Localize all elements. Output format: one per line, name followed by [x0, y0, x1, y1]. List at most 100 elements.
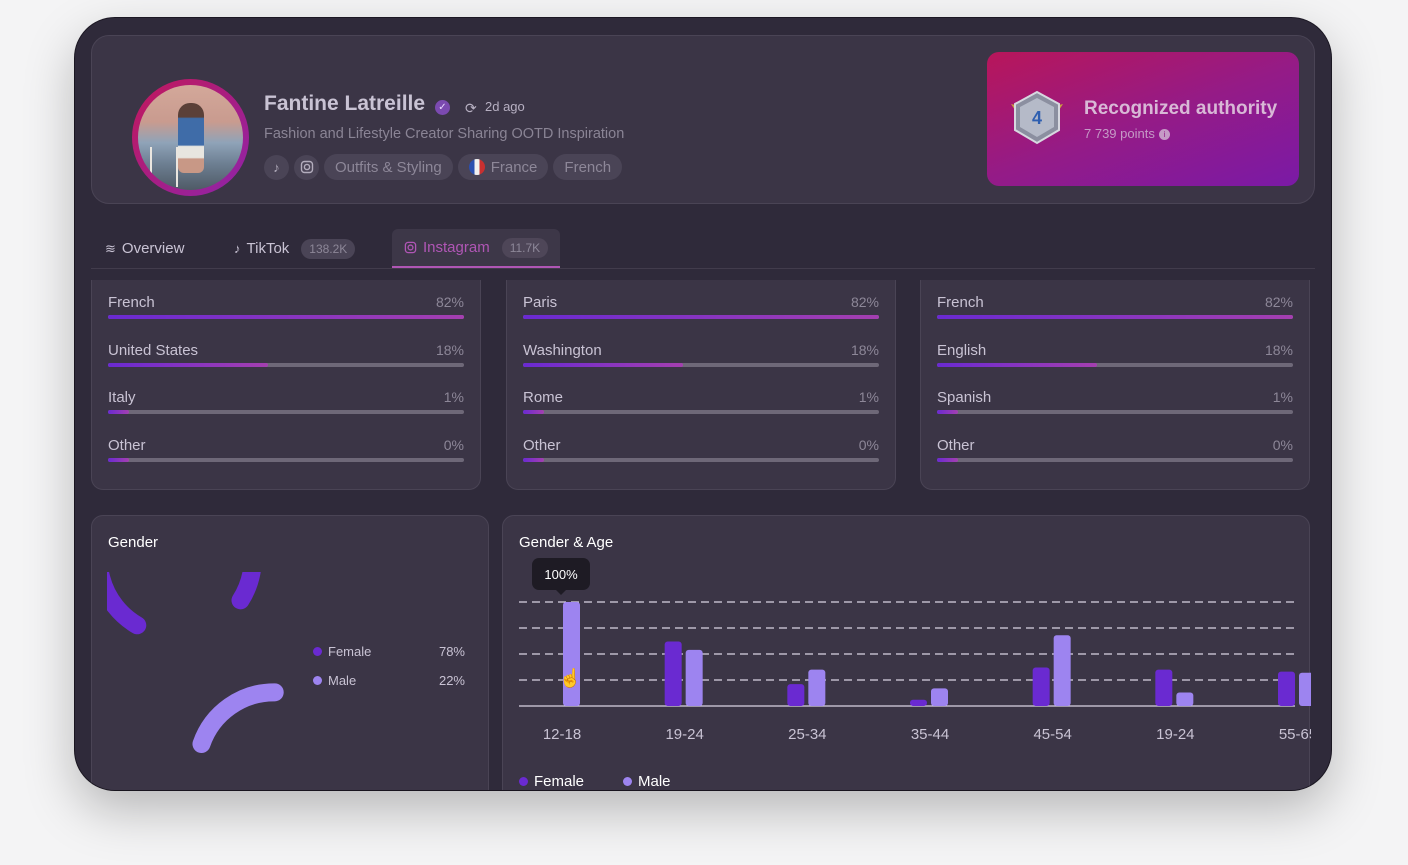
cities-progress-fill: [523, 315, 879, 319]
legend-female: Female 78%: [313, 644, 465, 659]
x-tick-label: 45-54: [1033, 726, 1071, 743]
bar-female-19-24[interactable]: [664, 641, 682, 706]
cities-progress-bar: [523, 410, 879, 414]
instagram-icon[interactable]: [294, 154, 319, 180]
cities-row: Washington 18%: [523, 342, 879, 384]
bar-female-45-54[interactable]: [1032, 667, 1050, 706]
cities-label: Paris: [523, 294, 558, 311]
cities-card: Paris 82% Washington 18% Rome 1% Other 0%: [506, 280, 896, 490]
language-chip[interactable]: French: [553, 154, 623, 180]
bar-male-45-54[interactable]: [1053, 635, 1071, 706]
languages-value: 82%: [1264, 294, 1293, 310]
cities-row: Rome 1%: [523, 389, 879, 431]
gender-age-bar-chart: 12-18 19-24 25-34 35-44 45-54 19-24 55-65: [519, 601, 1311, 743]
countries-progress-bar: [108, 362, 464, 367]
tiktok-icon[interactable]: ♪: [264, 154, 289, 180]
x-tick-label: 35-44: [911, 726, 949, 743]
legend-female-label: Female: [328, 644, 372, 659]
languages-progress-bar: [937, 362, 1293, 367]
platform-tabs: ≋ Overview ♪ TikTok 138.2K Instagram 11.…: [91, 229, 1315, 269]
languages-progress-fill: [937, 315, 1293, 319]
tab-instagram-count: 11.7K: [501, 237, 549, 258]
tab-tiktok[interactable]: ♪ TikTok 138.2K: [234, 229, 356, 268]
info-icon[interactable]: i: [1158, 129, 1170, 141]
countries-value: 82%: [435, 294, 464, 310]
authority-title: Recognized authority: [1084, 98, 1278, 119]
bar-female-19-24[interactable]: [1155, 669, 1173, 706]
languages-label: Spanish: [937, 389, 992, 406]
gender-title: Gender: [108, 534, 159, 551]
bar-male-25-34[interactable]: [808, 669, 826, 706]
countries-progress-bar: [108, 410, 464, 414]
app-window: Fantine Latreille ✓ ⟳ 2d ago Fashion and…: [75, 18, 1331, 790]
countries-row: Italy 1%: [108, 389, 464, 431]
cities-row: Other 0%: [523, 437, 879, 479]
countries-value: 1%: [443, 389, 464, 405]
languages-value: 1%: [1272, 389, 1293, 405]
female-dot-icon: [313, 647, 322, 656]
cities-label: Washington: [523, 341, 602, 359]
person-figure: [178, 103, 204, 173]
male-dot-icon: [313, 676, 322, 685]
languages-value: 0%: [1272, 436, 1293, 453]
gender-donut-chart: [107, 572, 284, 753]
countries-value: 0%: [443, 436, 464, 453]
tab-overview[interactable]: ≋ Overview: [105, 229, 184, 268]
avatar-photo: [138, 85, 243, 190]
donut-slice-female[interactable]: [107, 572, 261, 635]
bar-male-12-18[interactable]: [563, 602, 580, 706]
x-tick-label: 25-34: [788, 726, 826, 743]
france-flag-icon: [468, 159, 485, 175]
languages-progress-bar: [937, 457, 1293, 462]
x-tick-label: 12-18: [543, 726, 581, 743]
languages-label: Other: [937, 436, 975, 454]
category-label: Outfits & Styling: [335, 158, 442, 176]
languages-card: French 82% English 18% Spanish 1% Other 0%: [920, 280, 1310, 490]
cities-value: 82%: [850, 294, 879, 310]
cities-row: Paris 82%: [523, 294, 879, 336]
tab-tiktok-count: 138.2K: [301, 238, 356, 259]
bar-female-35-44[interactable]: [910, 699, 927, 706]
avatar[interactable]: [132, 79, 249, 196]
cities-value: 1%: [858, 389, 879, 405]
countries-label: Other: [108, 436, 146, 454]
cities-value: 18%: [850, 341, 879, 358]
cities-progress-bar: [523, 362, 879, 367]
profile-tags: ♪ Outfits & Styling France French: [264, 154, 623, 180]
gender-age-title: Gender & Age: [519, 534, 614, 551]
pointer-cursor-icon: ☝: [559, 668, 582, 688]
languages-label: French: [937, 294, 984, 311]
countries-card: French 82% United States 18% Italy 1% Other 0%: [91, 280, 481, 490]
countries-row: United States 18%: [108, 342, 464, 384]
bar-male-35-44[interactable]: [931, 688, 948, 706]
authority-card[interactable]: 4 Recognized authority 7 739 points i: [987, 52, 1299, 186]
tab-instagram[interactable]: Instagram 11.7K: [392, 229, 561, 268]
legend-female-bars: Female: [519, 773, 584, 790]
refresh-icon[interactable]: ⟳: [465, 100, 477, 116]
languages-progress-bar: [937, 315, 1293, 319]
languages-progress-fill: [937, 362, 1098, 367]
country-chip[interactable]: France: [457, 154, 549, 180]
bar-male-55-65[interactable]: [1299, 672, 1311, 706]
category-chip[interactable]: Outfits & Styling: [324, 154, 453, 180]
bar-female-25-34[interactable]: [787, 684, 805, 706]
x-tick-label: 55-65: [1279, 726, 1311, 743]
donut-slice-male[interactable]: [192, 683, 284, 753]
profile-header: Fantine Latreille ✓ ⟳ 2d ago Fashion and…: [91, 35, 1315, 204]
tab-overview-label: Overview: [121, 240, 185, 257]
bar-male-19-24[interactable]: [685, 649, 703, 706]
languages-progress-bar: [937, 410, 1293, 414]
last-updated: 2d ago: [485, 99, 525, 114]
languages-row: French 82%: [937, 294, 1293, 336]
bar-female-55-65[interactable]: [1278, 671, 1295, 706]
cities-progress-fill: [523, 410, 545, 414]
legend-male-value: 22%: [438, 673, 465, 688]
legend-female-bars-label: Female: [534, 773, 585, 790]
countries-label: French: [108, 294, 155, 311]
bar-male-19-24[interactable]: [1176, 692, 1194, 706]
cities-progress-bar: [523, 457, 879, 462]
countries-progress-bar: [108, 457, 464, 462]
legend-male-label: Male: [328, 673, 357, 688]
authority-badge-icon: 4: [1011, 90, 1063, 145]
cities-progress-fill: [523, 457, 545, 462]
